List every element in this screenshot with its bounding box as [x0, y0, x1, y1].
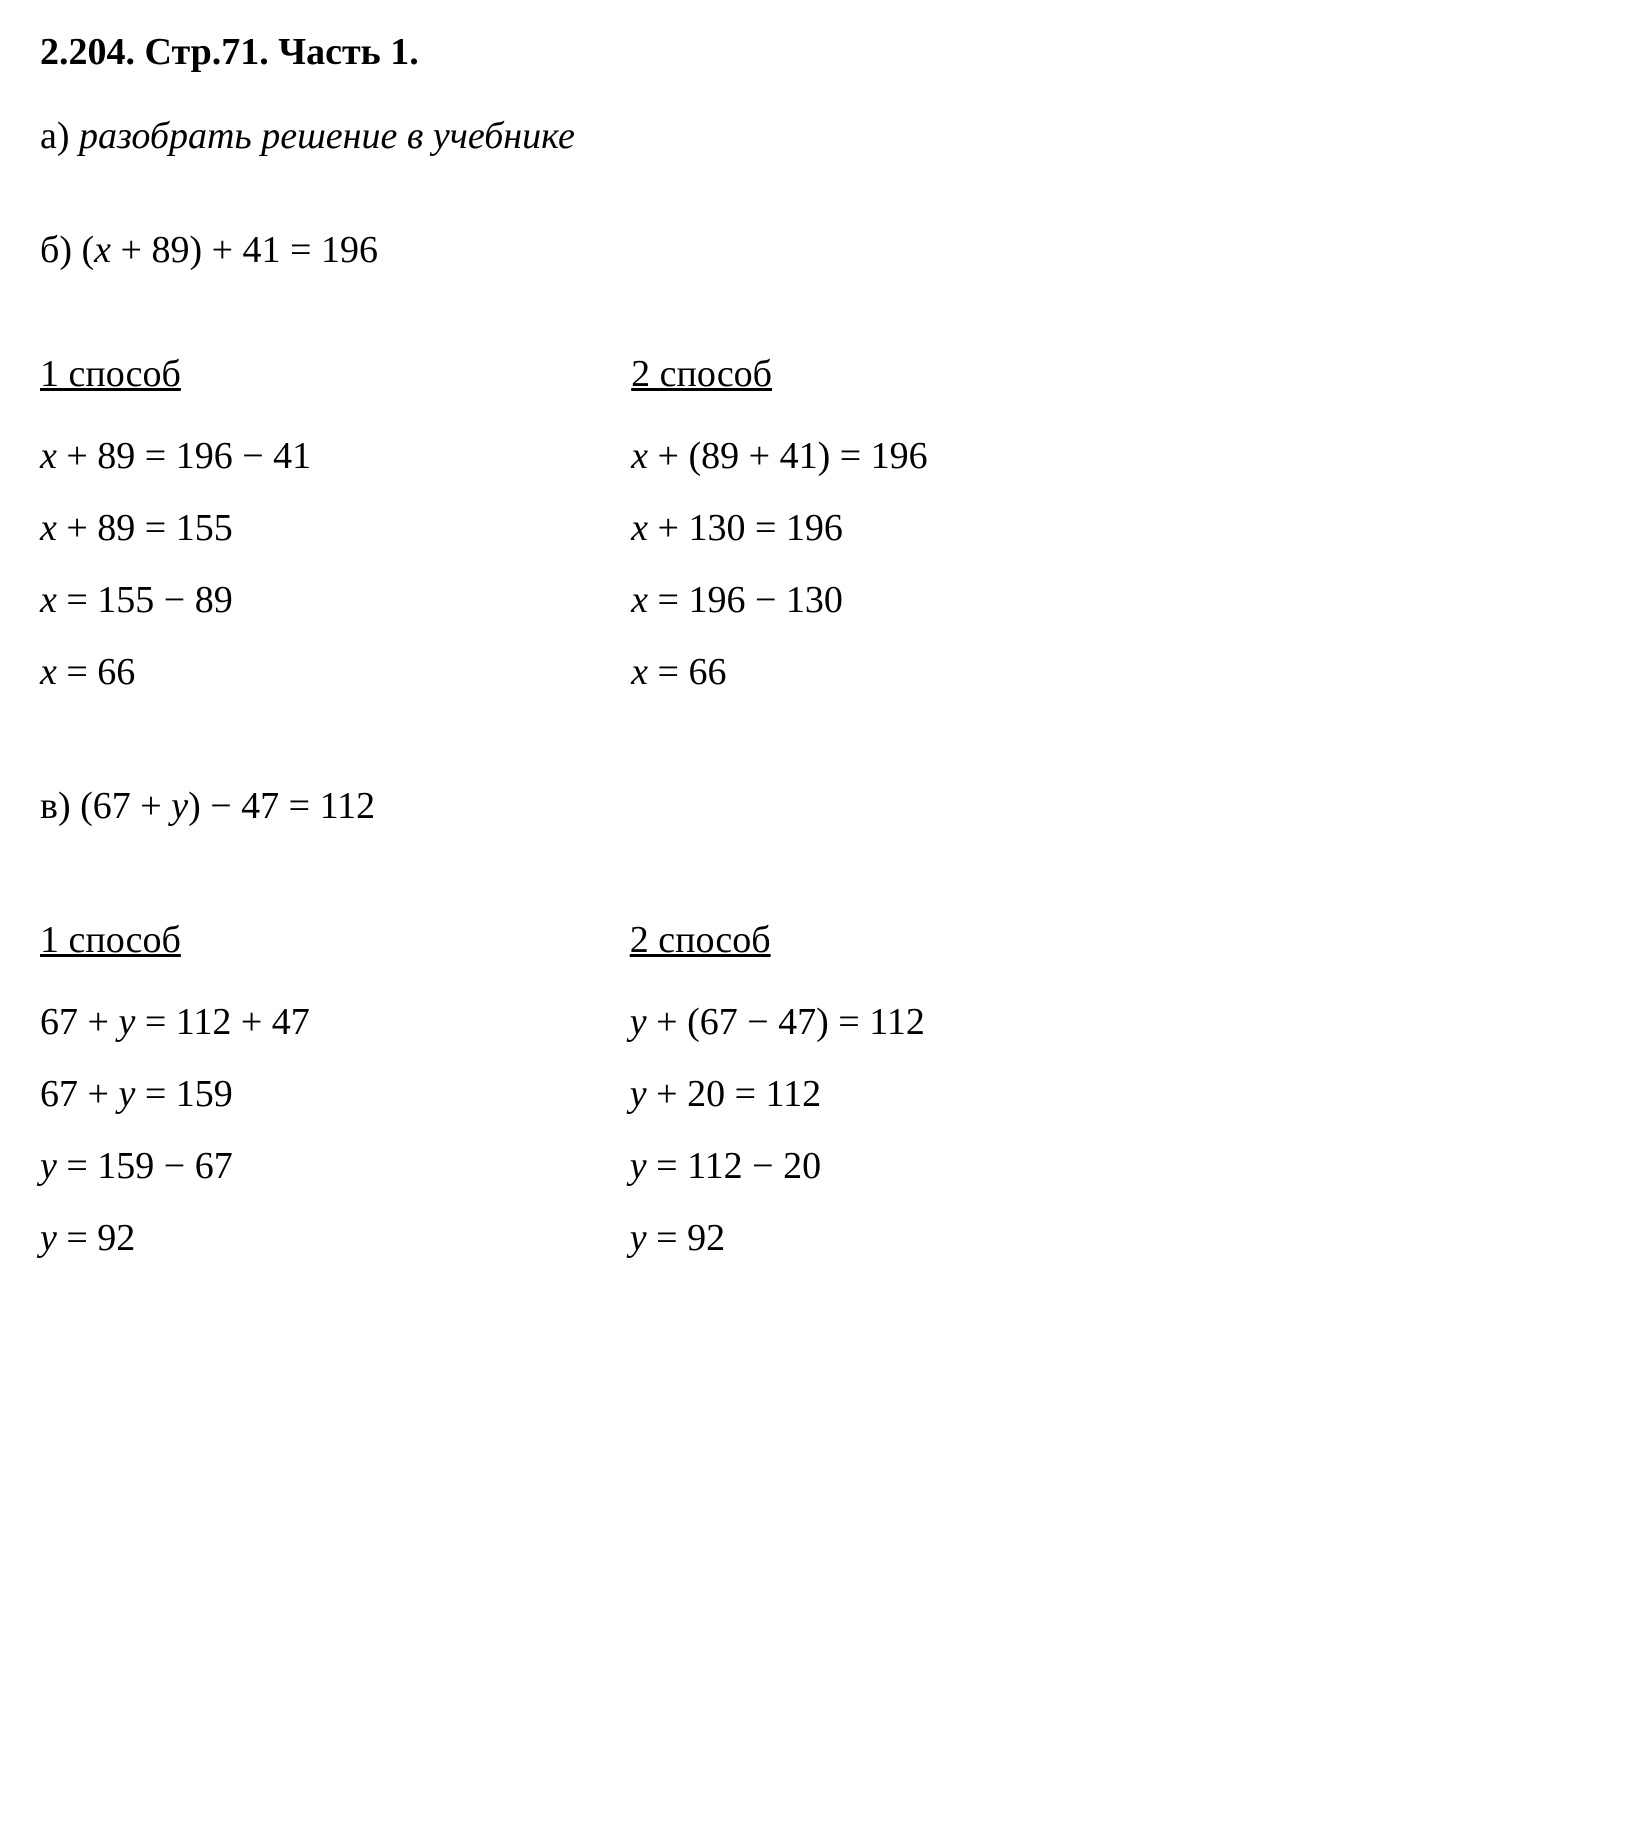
part-b-rest: + 89) + 41 = 196 [111, 229, 378, 271]
var: y [40, 1145, 57, 1187]
method2-title: 2 способ [630, 918, 925, 962]
math-line: y = 159 − 67 [40, 1144, 310, 1188]
var: x [40, 435, 57, 477]
var: x [631, 507, 648, 549]
post: + 89 = 196 − 41 [57, 435, 311, 477]
problem-header: 2.204. Стр.71. Часть 1. [40, 30, 1594, 74]
post: = 196 − 130 [648, 579, 843, 621]
math-line: y = 92 [40, 1216, 310, 1260]
post: = 112 + 47 [135, 1001, 309, 1043]
math-line: x = 66 [631, 650, 927, 694]
part-c-equation: в) (67 + y) − 47 = 112 [40, 784, 1594, 828]
var: y [630, 1145, 647, 1187]
math-line: x + (89 + 41) = 196 [631, 434, 927, 478]
var: x [631, 435, 648, 477]
part-c-var: y [171, 785, 188, 827]
post: + 130 = 196 [648, 507, 843, 549]
math-line: y + 20 = 112 [630, 1072, 925, 1116]
post: = 159 [135, 1073, 232, 1115]
var: x [40, 507, 57, 549]
var: y [118, 1073, 135, 1115]
var: x [631, 651, 648, 693]
math-line: x + 89 = 196 − 41 [40, 434, 311, 478]
math-line: 67 + y = 159 [40, 1072, 310, 1116]
part-c-method1: 1 способ 67 + y = 112 + 47 67 + y = 159 … [40, 918, 310, 1260]
part-b-equation: б) (x + 89) + 41 = 196 [40, 228, 1594, 272]
method1-title: 1 способ [40, 918, 310, 962]
pre: 67 + [40, 1073, 118, 1115]
math-line: x + 89 = 155 [40, 506, 311, 550]
post: = 159 − 67 [57, 1145, 233, 1187]
math-line: x = 155 − 89 [40, 578, 311, 622]
post: = 112 − 20 [647, 1145, 821, 1187]
part-c-methods: 1 способ 67 + y = 112 + 47 67 + y = 159 … [40, 918, 1594, 1260]
part-b-var: x [94, 229, 111, 271]
post: = 66 [648, 651, 726, 693]
part-b-methods: 1 способ x + 89 = 196 − 41 x + 89 = 155 … [40, 352, 1594, 694]
pre: 67 + [40, 1001, 118, 1043]
part-a: а) разобрать решение в учебнике [40, 114, 1594, 158]
var: y [630, 1001, 647, 1043]
math-line: y = 92 [630, 1216, 925, 1260]
math-line: x = 66 [40, 650, 311, 694]
math-line: y = 112 − 20 [630, 1144, 925, 1188]
post: + 20 = 112 [647, 1073, 821, 1115]
var: y [118, 1001, 135, 1043]
part-c-label: в) (67 + [40, 785, 171, 827]
post: = 155 − 89 [57, 579, 233, 621]
part-c-rest: ) − 47 = 112 [188, 785, 375, 827]
var: x [40, 579, 57, 621]
part-b-method2: 2 способ x + (89 + 41) = 196 x + 130 = 1… [631, 352, 927, 694]
post: = 92 [647, 1217, 725, 1259]
post: + 89 = 155 [57, 507, 233, 549]
part-a-label: а) [40, 115, 79, 157]
var: x [40, 651, 57, 693]
method1-title: 1 способ [40, 352, 311, 396]
math-line: x = 196 − 130 [631, 578, 927, 622]
method2-title: 2 способ [631, 352, 927, 396]
var: y [630, 1073, 647, 1115]
math-line: y + (67 − 47) = 112 [630, 1000, 925, 1044]
math-line: 67 + y = 112 + 47 [40, 1000, 310, 1044]
post: = 66 [57, 651, 135, 693]
part-b-label: б) ( [40, 229, 94, 271]
part-a-text: разобрать решение в учебнике [79, 115, 575, 157]
var: y [630, 1217, 647, 1259]
part-b-method1: 1 способ x + 89 = 196 − 41 x + 89 = 155 … [40, 352, 311, 694]
part-c-method2: 2 способ y + (67 − 47) = 112 y + 20 = 11… [630, 918, 925, 1260]
post: + (89 + 41) = 196 [648, 435, 928, 477]
post: + (67 − 47) = 112 [647, 1001, 925, 1043]
post: = 92 [57, 1217, 135, 1259]
var: x [631, 579, 648, 621]
var: y [40, 1217, 57, 1259]
math-line: x + 130 = 196 [631, 506, 927, 550]
